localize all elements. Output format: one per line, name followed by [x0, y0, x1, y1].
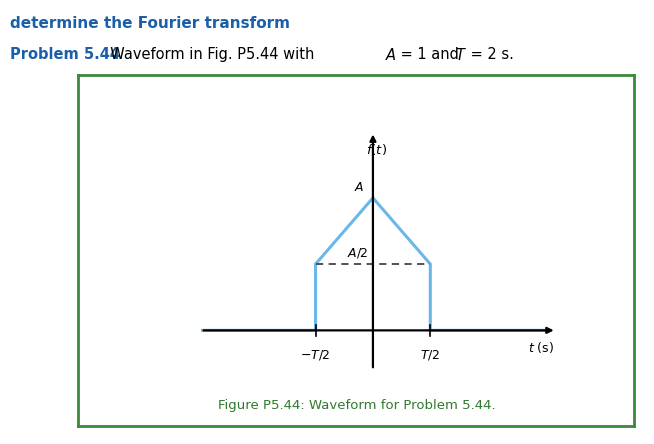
Text: $A$: $A$ — [354, 181, 364, 194]
Text: $-T/2$: $-T/2$ — [300, 348, 331, 361]
Text: = 1 and: = 1 and — [396, 47, 464, 62]
Text: Figure P5.44: Waveform for Problem 5.44.: Figure P5.44: Waveform for Problem 5.44. — [218, 399, 495, 412]
Text: Problem 5.44: Problem 5.44 — [10, 47, 120, 62]
Text: $t$ (s): $t$ (s) — [528, 340, 554, 355]
Text: determine the Fourier transform: determine the Fourier transform — [10, 16, 290, 31]
Text: $A$: $A$ — [385, 47, 396, 63]
Text: $A/2$: $A/2$ — [347, 246, 368, 260]
Text: $T/2$: $T/2$ — [421, 348, 440, 361]
Text: = 2 s.: = 2 s. — [466, 47, 513, 62]
Text: Waveform in Fig. P5.44 with: Waveform in Fig. P5.44 with — [101, 47, 319, 62]
Text: $f(t)$: $f(t)$ — [366, 142, 387, 157]
Text: $T$: $T$ — [455, 47, 466, 63]
